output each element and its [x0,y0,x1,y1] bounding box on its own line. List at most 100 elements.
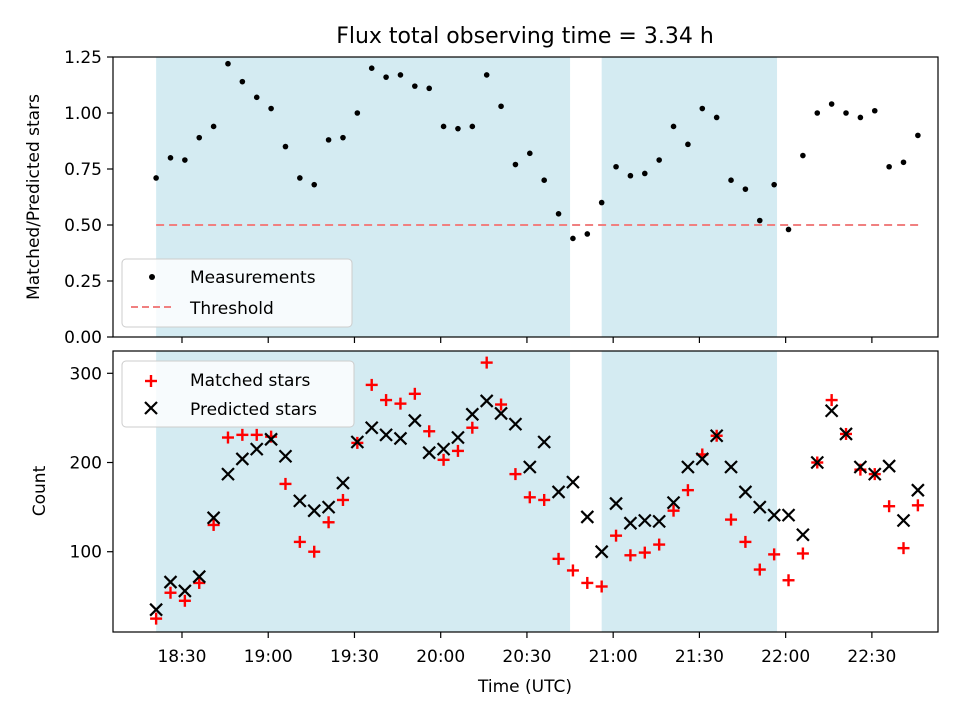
matched-star-point [911,499,924,512]
measurement-point [871,107,878,114]
predicted-star-point [465,407,480,422]
predicted-star-point [911,483,925,497]
measurement-point [282,143,289,150]
measurement-point [742,186,749,192]
predicted-star-point [623,516,638,530]
predicted-star-point [652,514,666,529]
count-xtick-label: 18:30 [157,647,206,667]
predicted-star-point [192,569,207,584]
legend-predicted-marker [144,401,158,415]
predicted-star-point [810,455,825,470]
predicted-star-point [206,511,221,525]
matched-star-point [897,542,910,555]
measurement-point [239,78,246,85]
measurement-point [886,163,892,170]
matched-star-point [178,594,191,607]
predicted-star-point [638,513,652,528]
predicted-star-point [781,508,796,522]
predicted-star-point [235,452,250,466]
predicted-star-point [264,432,278,447]
matched-star-point [825,394,838,407]
count-panel: 100 200 300 18:30 19:00 19:30 20:00 20:30 21:00… [30,350,939,697]
predicted-star-point [178,584,192,598]
matched-star-point [164,586,177,599]
ratio-ytick-label: 1.00 [64,104,102,124]
predicted-star-point [364,420,379,435]
measurement-point [814,110,821,116]
count-legend-box [121,360,355,428]
chart-title: Flux total observing time = 3.34 h [336,24,714,49]
predicted-star-point [594,544,609,559]
matched-star-point [610,529,623,542]
measurement-point [253,94,260,101]
ratio-ytick-label: 0.75 [64,160,102,180]
predicted-star-point [451,430,465,445]
count-xtick-label: 19:00 [244,647,293,667]
matched-star-point [782,574,795,587]
measurement-point [210,123,217,130]
matched-star-point [279,477,292,490]
measurement-point [728,177,734,183]
legend-threshold-label: Threshold [189,299,274,319]
count-xtick-label: 21:30 [675,647,724,667]
predicted-star-point [824,403,839,418]
measurement-point [541,177,547,183]
measurement-point [584,231,591,237]
measurement-point [368,65,375,71]
measurement-point [699,105,706,112]
predicted-star-point [609,496,623,511]
predicted-star-point [896,513,911,528]
predicted-star-point [221,467,235,481]
predicted-star-point [752,500,767,514]
matched-star-point [768,548,781,561]
matched-star-point [480,356,493,369]
predicted-star-point [422,445,436,460]
predicted-star-point [307,503,321,518]
count-plot-frame [112,350,939,633]
matched-star-point [293,535,306,548]
ratio-plot-frame [112,56,939,338]
measurement-point [440,123,447,130]
measurement-point [527,150,533,157]
matched-star-point [207,518,220,531]
matched-star-point [495,398,508,411]
count-xtick-label: 19:30 [330,647,379,667]
measurement-point [670,123,677,130]
matched-star-point [322,516,335,529]
ratio-ytick-label: 0.50 [64,216,102,236]
measurement-point [354,110,361,116]
predicted-star-point [249,442,264,456]
count-xlabel: Time (UTC) [477,677,572,697]
count-legend: Matched stars Predicted stars [121,360,355,428]
predicted-star-point [709,428,724,443]
matched-star-point [638,546,651,559]
predicted-star-point [149,602,163,617]
measurement-point [268,105,274,112]
measurement-point [656,157,662,163]
matched-star-point [552,552,565,565]
predicted-star-point [724,460,738,474]
ratio-legend-box [121,258,353,328]
ratio-ytick-label: 0.25 [64,272,102,292]
measurement-point [641,170,648,177]
predicted-star-point [738,485,753,499]
matched-star-point [883,500,896,513]
matched-star-point [451,444,464,457]
count-xtick-label: 22:00 [761,647,810,667]
matched-star-point [466,421,479,434]
matched-star-point [725,513,738,526]
measurement-point [455,125,461,132]
predicted-star-point [393,431,408,446]
ratio-panel: 0.00 0.25 0.50 0.75 1.00 1.25 Matched/Predict… [24,48,939,348]
legend-matched-label: Matched stars [190,371,310,391]
measurement-point [196,134,203,141]
predicted-star-point [681,460,695,474]
measurement-point [167,155,174,161]
count-xtick-label: 20:30 [502,647,551,667]
legend-measurements-marker [149,274,155,280]
predicted-star-point [882,459,896,473]
count-xtick-label: 21:00 [589,647,638,667]
predicted-star-point [551,485,566,499]
matched-star-point [653,538,666,551]
predicted-star-point [494,406,508,421]
